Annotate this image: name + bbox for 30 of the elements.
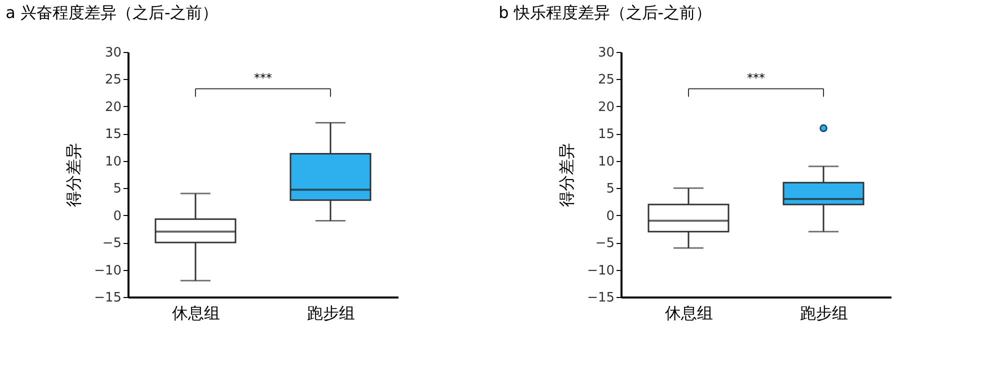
y-tick-label: 15 [598, 127, 614, 142]
x-tick-label: 跑步组 [307, 304, 355, 322]
annotation: *** [747, 70, 765, 85]
y-tick-label: −5 [595, 236, 614, 252]
y-tick-label: 0 [606, 208, 614, 224]
y-tick-label: −15 [94, 290, 122, 306]
y-tick-label: −10 [587, 263, 614, 278]
y-axis-title: 得分差异 [64, 143, 84, 207]
y-tick-label: 10 [598, 154, 614, 170]
y-tick-label: 25 [104, 72, 122, 88]
y-tick-label: 30 [104, 46, 122, 60]
chart-title: b 快乐程度差异（之后-之前） [498, 3, 712, 22]
y-tick-label: 5 [113, 182, 122, 197]
y-tick-label: 15 [104, 127, 122, 142]
x-tick-label: 休息组 [172, 304, 220, 322]
y-tick-label: 30 [598, 46, 614, 60]
y-tick-label: 0 [113, 208, 122, 224]
y-tick-label: −15 [587, 290, 614, 306]
y-tick-label: 20 [598, 100, 614, 115]
chart-title: a 兴奋程度差异（之后-之前） [6, 3, 218, 22]
y-tick-label: −5 [102, 236, 122, 252]
x-tick-label: 跑步组 [800, 304, 848, 322]
y-tick-label: 20 [104, 100, 122, 115]
annotation: *** [254, 70, 272, 85]
y-axis-title: 得分差异 [557, 143, 576, 207]
y-tick-label: 5 [606, 182, 614, 197]
y-tick-label: 25 [598, 72, 614, 88]
x-tick-label: 休息组 [665, 304, 713, 322]
y-tick-label: 10 [104, 154, 122, 170]
y-tick-label: −10 [94, 263, 122, 278]
